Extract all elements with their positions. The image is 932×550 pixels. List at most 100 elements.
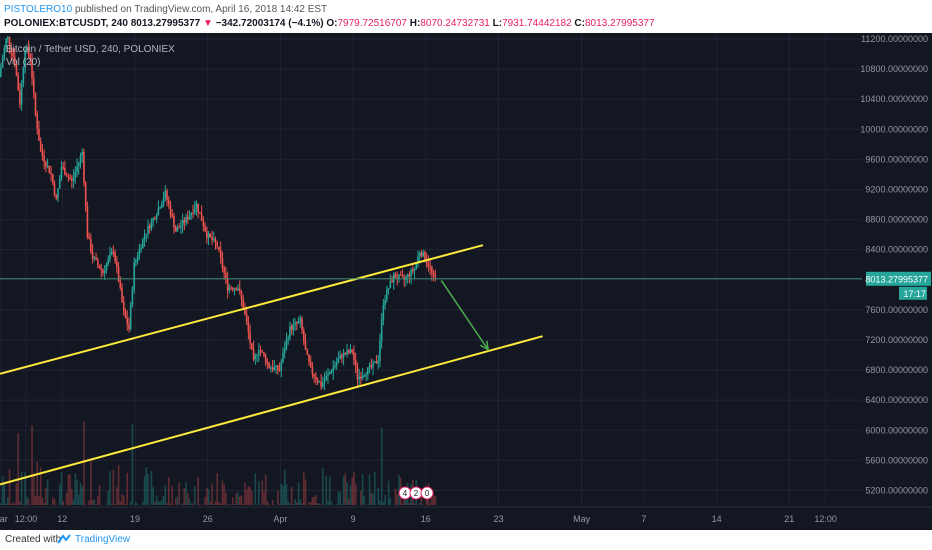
volume-bar (320, 504, 322, 505)
chart-canvas[interactable]: 11200.00000000 10800.00000000 10400.000000… (0, 33, 932, 530)
volume-bar (396, 494, 399, 505)
candle-body (232, 288, 234, 290)
candle-body (367, 367, 369, 375)
volume-bar (41, 497, 44, 505)
volume-bar (171, 485, 174, 505)
volume-bar (316, 503, 319, 505)
candle-body (277, 365, 279, 370)
candle-body (6, 37, 9, 39)
published-text: published on TradingView.com, April 16, … (72, 4, 328, 15)
candle-body (332, 367, 335, 372)
open-value: 7979.72516707 (337, 18, 407, 29)
publication-header: PISTOLERO10 published on TradingView.com… (0, 0, 932, 33)
volume-bar (110, 503, 113, 505)
volume-bar (105, 503, 108, 505)
candle-body (176, 227, 179, 232)
volume-bar (13, 503, 16, 505)
candle-body (169, 205, 172, 215)
candle-body (344, 352, 347, 355)
volume-bar (211, 483, 213, 505)
price-tick-label: 8400.00000000 (865, 245, 928, 255)
event-marker-label: 0 (425, 489, 430, 498)
volume-bar (5, 503, 7, 505)
candle-body (410, 269, 412, 277)
candle-body (50, 172, 52, 175)
volume-bar (114, 504, 116, 505)
time-tick-label: 12:00 (814, 514, 837, 524)
candle-body (283, 349, 286, 354)
volume-bar (384, 494, 386, 505)
candle-body (119, 281, 122, 288)
candle-body (183, 220, 186, 223)
candle-body (257, 350, 260, 356)
candle-body (5, 38, 7, 49)
volume-bar (181, 503, 184, 505)
candle-body (240, 291, 243, 299)
candle-body (380, 319, 383, 341)
volume-bar (302, 471, 305, 505)
volume-bar (264, 474, 267, 505)
volume-bar (344, 473, 347, 505)
candle-body (26, 47, 28, 50)
tradingview-link[interactable]: TradingView (75, 534, 131, 545)
candle-body (155, 215, 158, 220)
candle-body (270, 367, 272, 369)
volume-bar (199, 504, 201, 505)
candle-body (311, 367, 314, 374)
volume-bar (24, 472, 26, 505)
volume-bar (287, 501, 289, 505)
candle-body (36, 113, 39, 129)
volume-bar (76, 479, 78, 505)
candle-body (109, 254, 111, 260)
volume-bar (192, 503, 194, 505)
candle-body (69, 177, 71, 180)
candle-body (297, 321, 300, 324)
volume-bar (283, 469, 286, 505)
volume-bar (235, 493, 238, 505)
volume-bar (95, 504, 97, 505)
candle-body (147, 226, 149, 234)
chart-area[interactable]: 11200.00000000 10800.00000000 10400.000000… (0, 33, 932, 530)
tradingview-logo-icon[interactable] (57, 533, 73, 545)
volume-bar (334, 504, 336, 505)
candle-body (372, 362, 374, 368)
volume-bar (1, 476, 4, 505)
candle-body (294, 322, 296, 325)
volume-bar (347, 499, 350, 505)
volume-bar (261, 480, 264, 505)
volume-bar (245, 489, 248, 505)
volume-bar (26, 496, 28, 505)
volume-bar (308, 502, 310, 505)
volume-bar (174, 498, 177, 505)
volume-bar (45, 487, 47, 505)
volume-bar (154, 501, 156, 505)
candle-body (361, 375, 364, 379)
volume-bar (164, 485, 167, 505)
volume-bar (327, 501, 329, 505)
volume-bar (353, 471, 355, 505)
volume-bar (67, 474, 70, 505)
volume-bar (277, 490, 279, 505)
candle-body (412, 269, 414, 272)
candle-body (76, 166, 78, 172)
publication-line: PISTOLERO10 published on TradingView.com… (4, 3, 327, 16)
legend-title: Bitcoin / Tether USD, 240, POLONIEX (6, 44, 175, 55)
time-tick-label: 16 (421, 514, 431, 524)
candle-body (391, 280, 393, 283)
candle-body (181, 220, 184, 226)
volume-bar (315, 494, 317, 505)
volume-bar (297, 482, 300, 505)
candle-body (88, 236, 90, 240)
time-tick-label: 26 (203, 514, 213, 524)
volume-bar (278, 504, 281, 505)
volume-bar (124, 504, 127, 505)
candle-body (187, 217, 189, 220)
forecast-arrow-line (440, 280, 489, 351)
time-tick-label: 23 (493, 514, 503, 524)
candle-body (161, 203, 163, 208)
volume-bar (88, 500, 90, 505)
volume-bar (282, 485, 284, 505)
price-tick-label: 9600.00000000 (865, 154, 928, 164)
event-marker-label: 2 (414, 489, 419, 498)
author-link[interactable]: PISTOLERO10 (4, 4, 73, 15)
